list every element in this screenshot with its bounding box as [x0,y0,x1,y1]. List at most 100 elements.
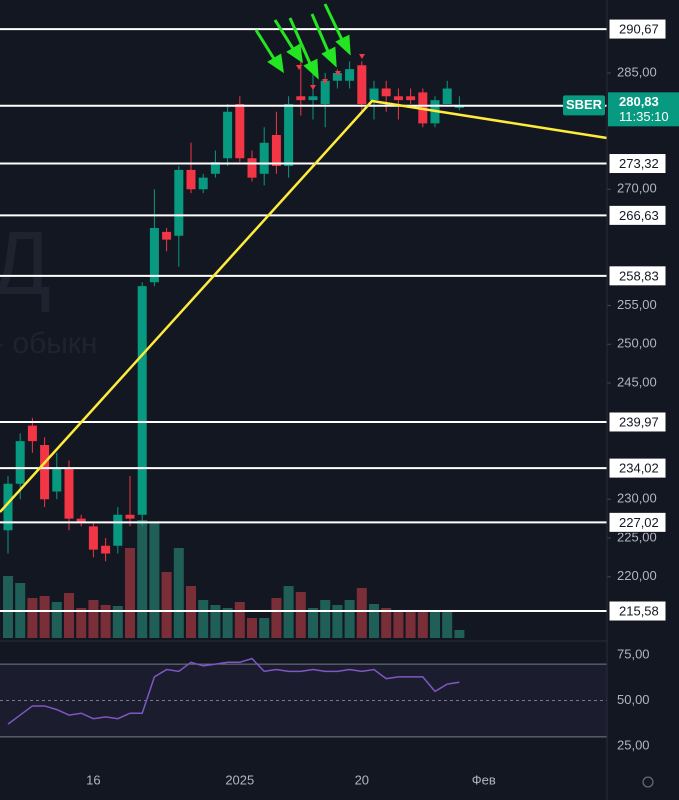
candle-body [357,65,367,105]
level-box [608,600,667,622]
candle-body [113,514,123,546]
volume-bar [51,602,62,638]
candle-body [320,80,330,105]
level-box [608,153,667,175]
rsi-line [7,657,460,725]
candle-body [247,158,257,178]
level-box [608,511,667,533]
rsi-tick-label: 25,00 [617,737,650,752]
candle-body [125,514,135,519]
candle-body [406,96,416,101]
arrows [254,3,351,80]
volume-bar [344,600,355,638]
candle-body [198,177,208,190]
candle-body [345,69,355,81]
y-tick-label: 225,00 [617,529,657,544]
candle-body [308,96,318,101]
level-label: 215,58 [619,603,659,618]
volume-bar [27,598,38,638]
settings-icon[interactable] [642,776,654,788]
volume-bar [64,593,74,638]
markers [296,54,365,90]
y-tick-label: 255,00 [617,297,657,312]
volume-bar [271,598,282,638]
volume-bar [88,600,99,638]
volume-bar [210,605,221,638]
level-label: 290,67 [619,22,659,37]
x-tick-label: Фев [472,772,496,787]
y-tick-label: 220,00 [617,568,657,583]
volume-bar [100,605,111,638]
volume-bar [173,548,184,638]
y-tick-label: 270,00 [617,181,657,196]
volume-bar [332,605,343,638]
candle-body [40,445,50,500]
volume-bar [405,612,416,638]
level-label: 273,32 [619,156,659,171]
volume-bar [356,588,367,638]
x-tick-label: 16 [86,772,100,787]
candle-body [149,228,159,283]
candle-body [259,142,269,174]
candle-body [162,231,172,240]
volume-bar [234,602,245,638]
volume-bar [112,606,123,638]
candle-body [15,441,25,484]
rsi-fill [0,664,607,737]
level-label: 234,02 [619,461,659,476]
volume-bar [247,618,257,638]
candle-body [186,169,196,190]
candle-body [137,286,147,515]
candle-body [27,425,37,442]
candle-body [52,468,62,492]
level-box [608,204,667,226]
candle-body [3,483,13,531]
y-tick-label: 250,00 [617,336,657,351]
y-tick-label: 245,00 [617,374,657,389]
plot: 220,00 225,00 230,00 245,00 250,00 255,00 270,… [0,18,679,787]
countdown: 11:35:10 [619,109,669,124]
volume-bar [198,600,209,638]
level-label: 266,63 [619,208,659,223]
volume-bar [76,608,87,638]
price-tag [608,92,679,127]
level-label: 258,83 [619,268,659,283]
candle-body [296,96,306,101]
volume-bar [295,592,306,638]
volume-bar [259,618,270,638]
symbol: SBER [566,97,603,112]
watermark-sub: - обыкн [0,327,97,360]
candle-body [88,526,98,550]
volume-bar [125,548,135,638]
candle-body [76,518,86,523]
candle-body [174,169,184,236]
watermark: Д [0,214,51,314]
candle-body [101,545,111,554]
volume-bar [393,610,404,638]
volume-bar [308,608,318,638]
rsi-tick-label: 75,00 [617,646,650,661]
candle-body [284,104,294,167]
x-tick-label: 2025 [225,772,254,787]
rsi-tick-label: 50,00 [617,692,650,707]
candle-body [381,88,391,97]
volume-bar [320,600,331,638]
volume-bar [3,576,13,638]
level-box [608,411,667,433]
candle-body [332,73,342,81]
candle-body [442,88,452,105]
price-label: 280,83 [619,94,659,109]
candle-body [235,104,245,159]
y-tick-label: 285,00 [617,64,657,79]
level-box [608,18,667,40]
symbol-tag [563,95,605,116]
volume-bar [149,523,160,638]
volume-bar [454,630,465,638]
y-tick-label: 230,00 [617,491,657,506]
volume-bar [137,520,148,638]
volume-bar [39,596,50,638]
candle-body [210,162,220,174]
